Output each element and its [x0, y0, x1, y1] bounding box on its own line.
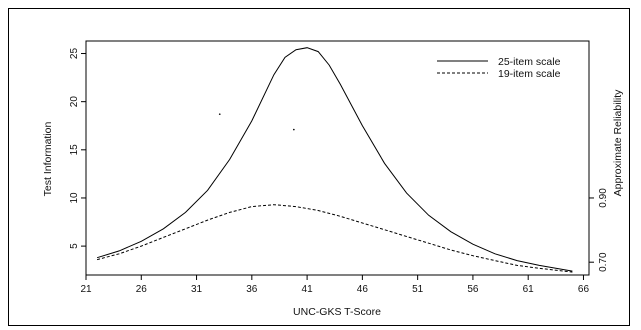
y-tick-label: 20 [69, 96, 80, 108]
y-tick-label: 15 [69, 144, 80, 156]
legend: 25-item scale 19-item scale [437, 56, 561, 80]
x-axis-ticks: 21 26 31 36 41 46 51 56 61 66 [80, 275, 589, 295]
x-tick-label: 21 [80, 284, 92, 295]
legend-label-25-item: 25-item scale [498, 56, 561, 68]
y-tick-label: 25 [69, 48, 80, 60]
x-tick-label: 61 [523, 284, 535, 295]
plot-area-border [85, 40, 590, 276]
series-layer [96, 47, 573, 273]
legend-label-19-item: 19-item scale [498, 68, 561, 80]
series-line-25-item-scale [96, 47, 573, 272]
stray-point [218, 113, 221, 115]
x-tick-label: 26 [136, 284, 148, 295]
x-axis-title: UNC-GKS T-Score [293, 306, 381, 318]
right-axis-title: Approximate Reliability [612, 89, 624, 197]
series-line-19-item-scale [96, 204, 573, 273]
x-tick-label: 56 [467, 284, 479, 295]
y-tick-label: 5 [69, 243, 80, 249]
x-tick-label: 46 [357, 284, 369, 295]
figure-frame: 21 26 31 36 41 46 51 56 61 66 5 10 15 20 25 0.70 0.90 … [8, 8, 630, 326]
x-tick-label: 31 [191, 284, 203, 295]
y-tick-label: 10 [69, 192, 80, 204]
stray-point [293, 128, 295, 131]
x-tick-label: 41 [302, 284, 314, 295]
x-tick-label: 66 [578, 284, 590, 295]
y-axis-ticks: 5 10 15 20 25 [69, 48, 86, 249]
y-axis-title: Test Information [42, 121, 54, 196]
axes [85, 40, 590, 276]
x-tick-label: 36 [246, 284, 258, 295]
right-tick-label: 0.90 [598, 188, 609, 208]
x-tick-label: 51 [412, 284, 424, 295]
right-tick-label: 0.70 [598, 252, 609, 272]
right-axis-ticks: 0.70 0.90 [589, 188, 609, 272]
